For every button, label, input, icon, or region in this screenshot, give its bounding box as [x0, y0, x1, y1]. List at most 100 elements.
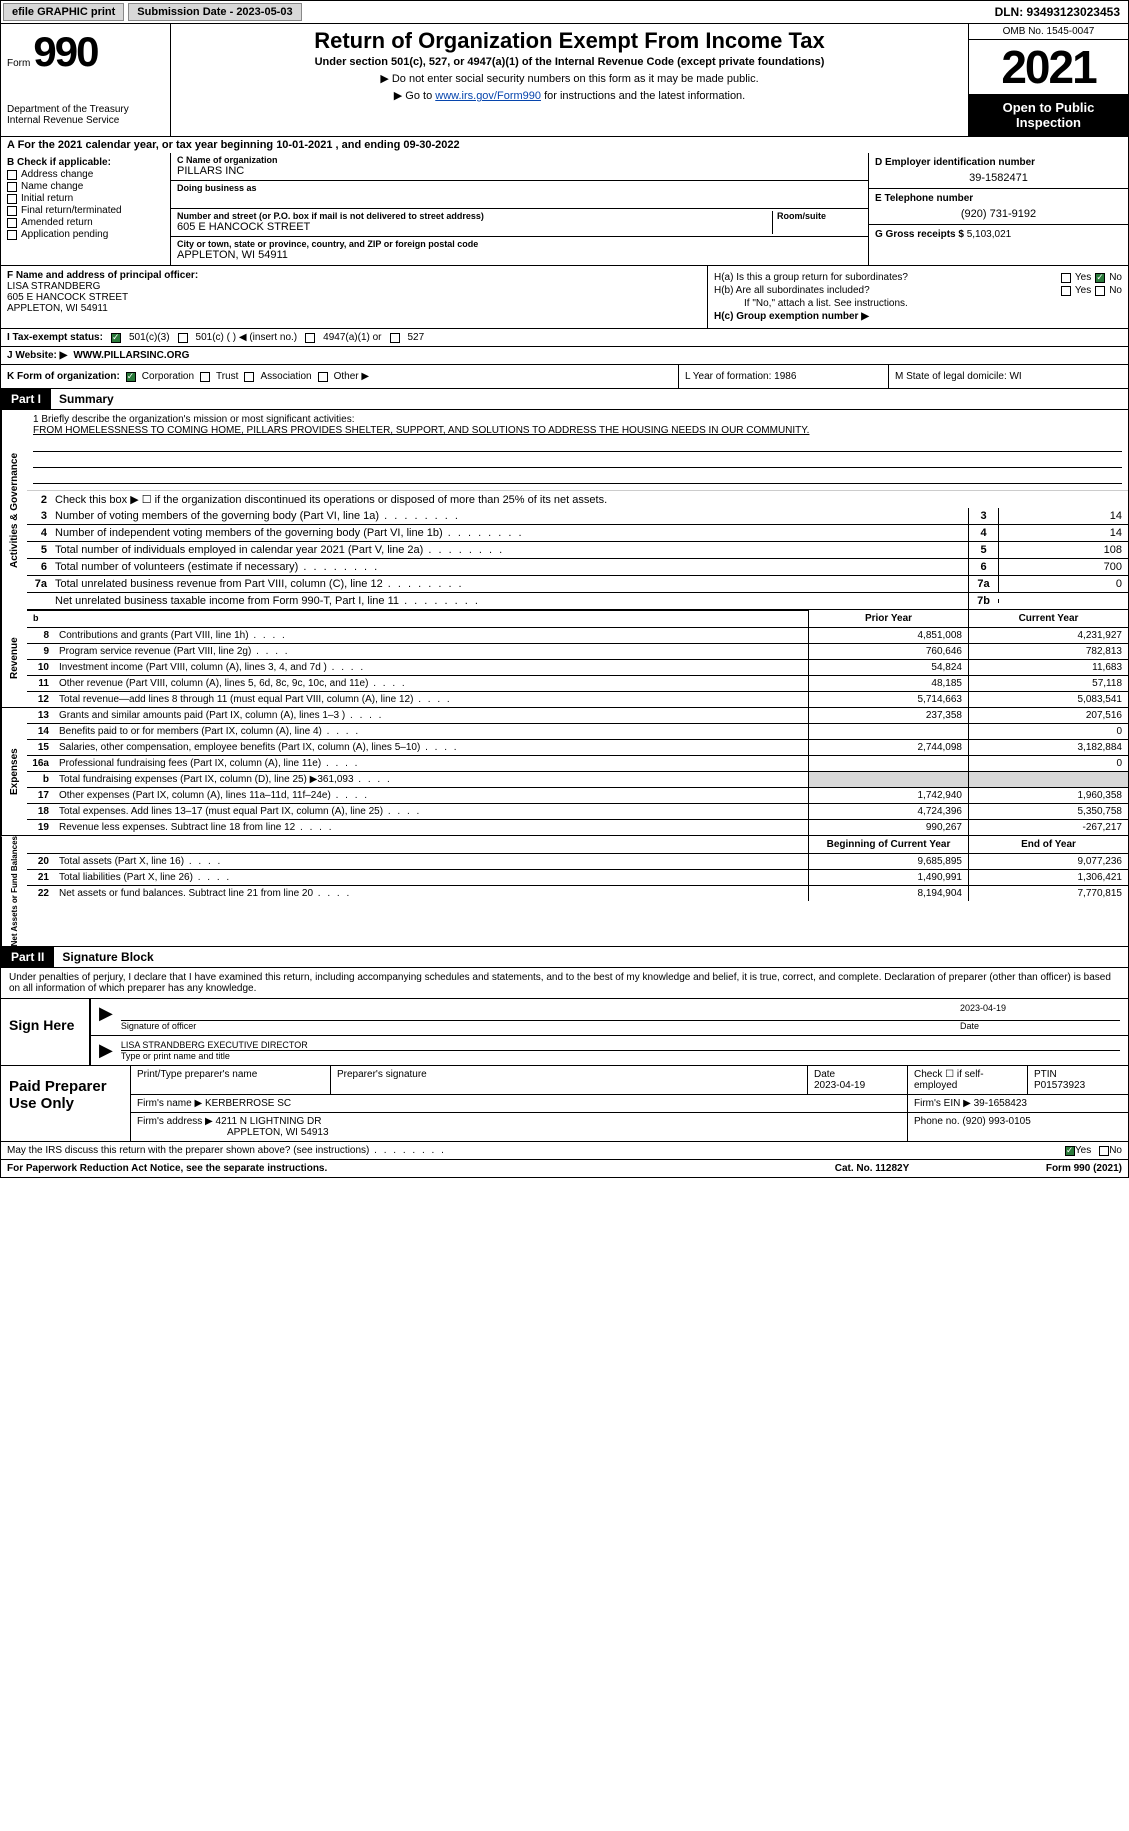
ot-mid: L Year of formation: 1986: [678, 365, 888, 388]
website-row: J Website: ▶ WWW.PILLARSINC.ORG: [0, 347, 1129, 365]
current-year-val: 1,306,421: [968, 870, 1128, 885]
row-desc: Program service revenue (Part VIII, line…: [55, 644, 808, 659]
checkbox[interactable]: [7, 218, 17, 228]
year-box: OMB No. 1545-0047 2021 Open to Public In…: [968, 24, 1128, 136]
discuss-no-cb[interactable]: [1099, 1146, 1109, 1156]
checkbox[interactable]: [7, 206, 17, 216]
row-num: 22: [27, 886, 55, 901]
summary-row: 4 Number of independent voting members o…: [27, 525, 1128, 542]
row-desc: Investment income (Part VIII, column (A)…: [55, 660, 808, 675]
website-url: WWW.PILLARSINC.ORG: [73, 350, 189, 361]
gross-label: G Gross receipts $: [875, 229, 964, 240]
check-column: B Check if applicable: Address change Na…: [1, 153, 171, 265]
sig-row1: ▶ Signature of officer 2023-04-19 Date: [91, 999, 1128, 1036]
corp-cb[interactable]: [126, 372, 136, 382]
ein-label: D Employer identification number: [875, 157, 1122, 168]
s527-cb[interactable]: [390, 333, 400, 343]
row-box: 4: [968, 525, 998, 541]
checkbox[interactable]: [7, 194, 17, 204]
c-other-cb[interactable]: [178, 333, 188, 343]
mission-text: FROM HOMELESSNESS TO COMING HOME, PILLAR…: [33, 425, 1122, 436]
row-val: [998, 599, 1128, 603]
hb-no-cb[interactable]: [1095, 286, 1105, 296]
current-year-val: 4,231,927: [968, 628, 1128, 643]
hc-line: H(c) Group exemption number ▶: [714, 311, 1122, 322]
net-header: Beginning of Current Year End of Year: [27, 836, 1128, 854]
end-year-h: End of Year: [968, 836, 1128, 853]
sign-here: Sign Here: [1, 999, 91, 1065]
row-num: 3: [27, 510, 51, 522]
trust-cb[interactable]: [200, 372, 210, 382]
top-bar: efile GRAPHIC print Submission Date - 20…: [0, 0, 1129, 24]
declaration: Under penalties of perjury, I declare th…: [0, 968, 1129, 999]
prior-year-val: 4,851,008: [808, 628, 968, 643]
assoc-cb[interactable]: [244, 372, 254, 382]
goto-link[interactable]: www.irs.gov/Form990: [435, 90, 541, 102]
form-header: Form 990 Department of the Treasury Inte…: [0, 24, 1129, 137]
preparer-right: Print/Type preparer's name Preparer's si…: [131, 1066, 1128, 1141]
website-j: J Website: ▶: [7, 350, 67, 361]
prior-year-val: [808, 756, 968, 771]
data-row: 20 Total assets (Part X, line 16) 9,685,…: [27, 854, 1128, 870]
row-num: 5: [27, 544, 51, 556]
preparer-block: Paid Preparer Use Only Print/Type prepar…: [0, 1066, 1129, 1142]
data-row: 21 Total liabilities (Part X, line 26) 1…: [27, 870, 1128, 886]
prior-year-h: Prior Year: [808, 610, 968, 627]
data-row: 8 Contributions and grants (Part VIII, l…: [27, 628, 1128, 644]
exp-body: 13 Grants and similar amounts paid (Part…: [27, 708, 1128, 835]
phone-value: (920) 731-9192: [875, 208, 1122, 220]
data-row: 13 Grants and similar amounts paid (Part…: [27, 708, 1128, 724]
current-year-val: 1,960,358: [968, 788, 1128, 803]
row-num: 21: [27, 870, 55, 885]
data-row: 18 Total expenses. Add lines 13–17 (must…: [27, 804, 1128, 820]
firm-ein: Firm's EIN ▶ 39-1658423: [908, 1095, 1128, 1112]
current-year-val: 3,182,884: [968, 740, 1128, 755]
checkbox[interactable]: [7, 170, 17, 180]
row-box: 5: [968, 542, 998, 558]
other-cb[interactable]: [318, 372, 328, 382]
hb-yes-cb[interactable]: [1061, 286, 1071, 296]
row-box: 3: [968, 508, 998, 524]
firm-addr: Firm's address ▶ 4211 N LIGHTNING DR APP…: [131, 1113, 908, 1141]
goto-line: ▶ Go to www.irs.gov/Form990 for instruct…: [179, 89, 960, 102]
current-year-val: [968, 772, 1128, 787]
discuss-yes-cb[interactable]: [1065, 1146, 1075, 1156]
ein-row: D Employer identification number 39-1582…: [869, 153, 1128, 189]
arrow-icon: ▶: [99, 1040, 113, 1061]
row-num: 6: [27, 561, 51, 573]
prior-year-val: 990,267: [808, 820, 968, 835]
row-desc: Grants and similar amounts paid (Part IX…: [55, 708, 808, 723]
firm-phone: Phone no. (920) 993-0105: [908, 1113, 1128, 1141]
ruled-line: [33, 470, 1122, 484]
c3-cb[interactable]: [111, 333, 121, 343]
gross-value: 5,103,021: [967, 229, 1012, 240]
checkbox[interactable]: [7, 230, 17, 240]
prior-year-val: 5,714,663: [808, 692, 968, 707]
goto-suffix: for instructions and the latest informat…: [541, 90, 745, 102]
ha-no-cb[interactable]: [1095, 273, 1105, 283]
prep-row2: Firm's name ▶ KERBERROSE SC Firm's EIN ▶…: [131, 1095, 1128, 1113]
checkbox[interactable]: [7, 182, 17, 192]
row-desc: Total revenue—add lines 8 through 11 (mu…: [55, 692, 808, 707]
form-prefix: Form: [7, 58, 30, 69]
street-row: Number and street (or P.O. box if mail i…: [171, 209, 868, 237]
row-val: 700: [998, 559, 1128, 575]
row-desc: Total number of individuals employed in …: [51, 542, 968, 558]
row-desc: Total unrelated business revenue from Pa…: [51, 576, 968, 592]
ha-yes-cb[interactable]: [1061, 273, 1071, 283]
ruled-line: [33, 454, 1122, 468]
row-desc: Other expenses (Part IX, column (A), lin…: [55, 788, 808, 803]
street-value: 605 E HANCOCK STREET: [177, 221, 772, 233]
ruled-line: [33, 438, 1122, 452]
a1-cb[interactable]: [305, 333, 315, 343]
discuss-row: May the IRS discuss this return with the…: [0, 1142, 1129, 1160]
side-expenses: Expenses: [1, 708, 27, 835]
efile-button[interactable]: efile GRAPHIC print: [3, 3, 124, 21]
row-num: 11: [27, 676, 55, 691]
row-val: 0: [998, 576, 1128, 592]
officer-label: F Name and address of principal officer:: [7, 270, 701, 281]
row-box: 7a: [968, 576, 998, 592]
dln: DLN: 93493123023453: [995, 5, 1126, 19]
row-num: 19: [27, 820, 55, 835]
submission-date: Submission Date - 2023-05-03: [128, 3, 301, 21]
